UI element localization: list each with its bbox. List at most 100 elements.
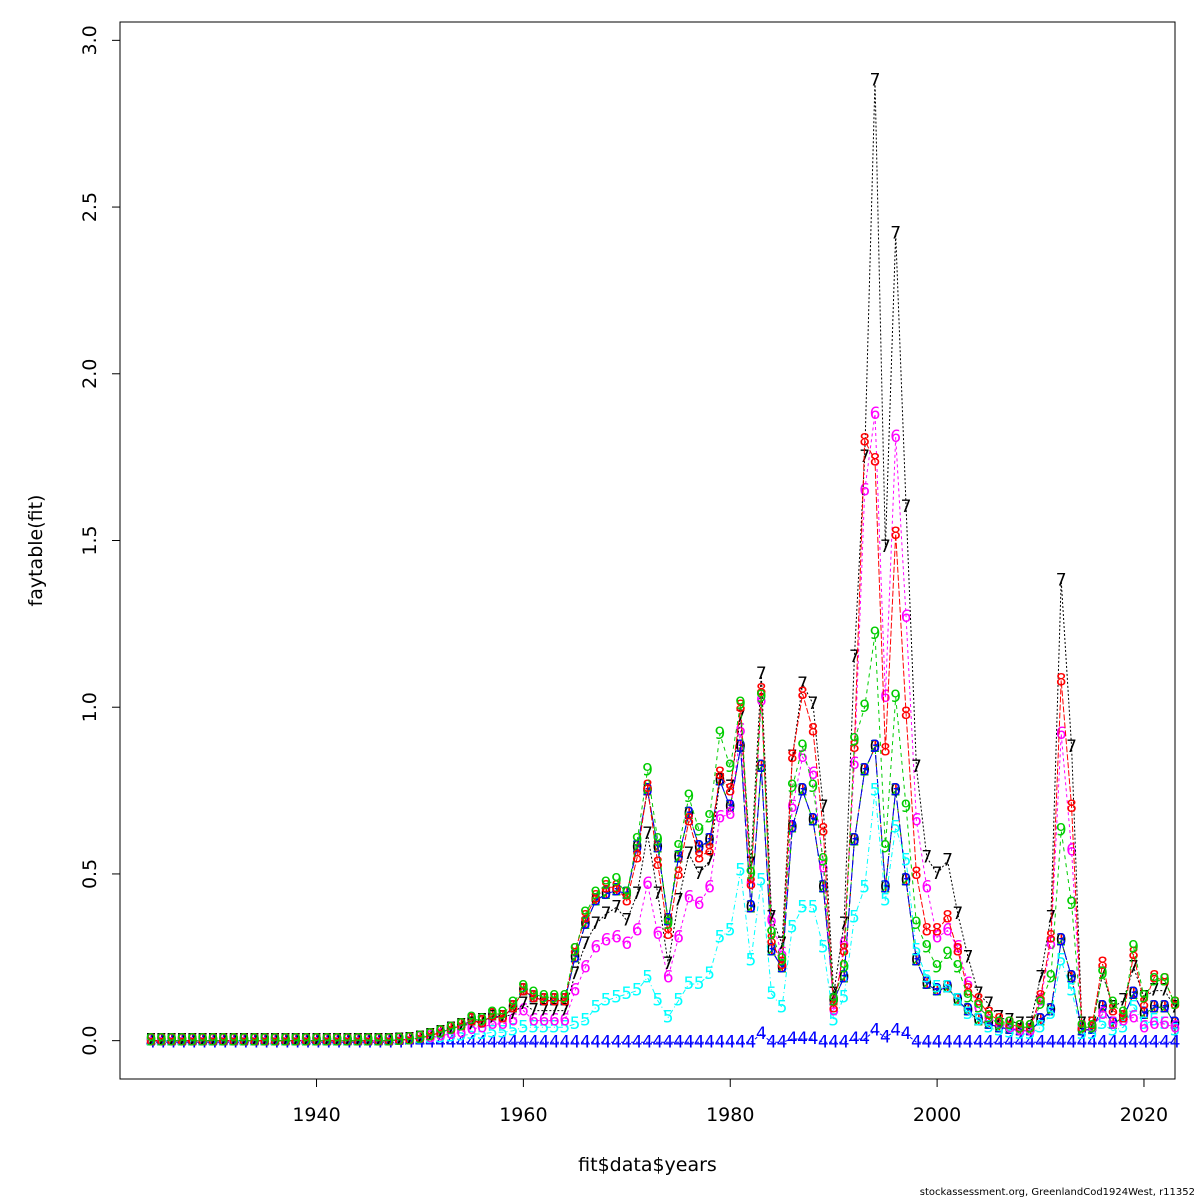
series-7-point: 7 — [745, 854, 756, 874]
series-4-point: 4 — [911, 1032, 922, 1052]
series-7-point: 7 — [601, 904, 612, 924]
series-5-point: 5 — [1025, 1024, 1036, 1044]
series-9-point: 9 — [932, 957, 943, 977]
series-8-point: 8 — [528, 987, 539, 1007]
series-4-point: 4 — [839, 1032, 850, 1052]
series-3-point: 3 — [797, 781, 808, 801]
series-2-point: 2 — [611, 881, 622, 901]
series-1-point: 1 — [673, 847, 684, 867]
series-9-point: 9 — [549, 987, 560, 1007]
series-8-point: 8 — [994, 1011, 1005, 1031]
series-7-point: 7 — [797, 674, 808, 694]
series-8-point: 8 — [518, 981, 529, 1001]
series-7-point: 7 — [983, 994, 994, 1014]
series-9-point: 9 — [508, 994, 519, 1014]
series-9-point: 9 — [921, 937, 932, 957]
series-9-point: 9 — [456, 1016, 467, 1036]
series-8-point: 8 — [714, 764, 725, 784]
series-9-point: 9 — [642, 761, 653, 781]
series-3-point: 3 — [859, 761, 870, 781]
series-6-point: 6 — [435, 1026, 446, 1046]
series-4-point: 4 — [208, 1032, 219, 1052]
series-6-point: 6 — [518, 1001, 529, 1021]
series-6-point: 6 — [590, 937, 601, 957]
series-layer: 0 0 0 0 0 0 0 0 0 0 0 0 0 0 0 0 0 0 0 0 0 0 0 0 0 0 0 0 0 0 0 0 0 0 0 00 0 0 0… — [146, 70, 1181, 1052]
y-axis-title: faytable(fit) — [25, 495, 47, 607]
series-7-point: 7 — [466, 1014, 477, 1034]
series-5-point: 5 — [683, 974, 694, 994]
series-5-point: 5 — [549, 1017, 560, 1037]
series-8-point: 8 — [539, 991, 550, 1011]
series-5-point: 5 — [735, 861, 746, 881]
series-7-point: 7 — [1045, 907, 1056, 927]
series-5-point: 5 — [1035, 1017, 1046, 1037]
series-3-point: 3 — [1056, 931, 1067, 951]
series-5-point: 5 — [1118, 1017, 1129, 1037]
series-6-point: 6 — [652, 924, 663, 944]
series-7-point: 7 — [528, 1001, 539, 1021]
series-9-point: 9 — [404, 1029, 415, 1049]
series-5-point: 5 — [983, 1017, 994, 1037]
series-9-point: 9 — [187, 1031, 198, 1051]
series-9-point: 9 — [942, 944, 953, 964]
y-tick-label: 2.5 — [79, 192, 101, 222]
series-4-point: 4 — [1056, 1032, 1067, 1052]
series-3-point: 3 — [1170, 1014, 1181, 1034]
series-5-point: 5 — [466, 1024, 477, 1044]
series-6-point: 6 — [704, 877, 715, 897]
series-8-point: 8 — [787, 747, 798, 767]
series-6-point: 6 — [508, 1011, 519, 1031]
series-8-point: 8 — [704, 841, 715, 861]
series-9-point: 9 — [1014, 1017, 1025, 1037]
series-3-point: 3 — [921, 974, 932, 994]
series-1-point: 1 — [787, 817, 798, 837]
series-4-point: 4 — [177, 1032, 188, 1052]
series-9-point: 9 — [373, 1031, 384, 1051]
series-3-point: 3 — [756, 757, 767, 777]
series-4-point: 4 — [1066, 1032, 1077, 1052]
series-4-point: 4 — [301, 1032, 312, 1052]
series-9-point: 9 — [166, 1031, 177, 1051]
series-9-point: 9 — [1025, 1017, 1036, 1037]
series-4-point: 4 — [539, 1032, 550, 1052]
series-9-point: 9 — [570, 941, 581, 961]
series-5-point: 5 — [932, 977, 943, 997]
series-6-point: 6 — [880, 687, 891, 707]
series-7-point: 7 — [973, 984, 984, 1004]
series-3-point: 3 — [1107, 1014, 1118, 1034]
series-6-point: 6 — [601, 931, 612, 951]
series-7-point: 7 — [880, 537, 891, 557]
series-8-point: 8 — [683, 811, 694, 831]
series-9-point: 9 — [208, 1031, 219, 1051]
series-6-point: 6 — [559, 1011, 570, 1031]
series-3-point: 3 — [652, 837, 663, 857]
series-5-point: 5 — [1097, 1014, 1108, 1034]
series-5-point: 5 — [890, 817, 901, 837]
series-6-point: 6 — [497, 1014, 508, 1034]
series-9-point: 9 — [1128, 937, 1139, 957]
series-4-point: 4 — [1035, 1032, 1046, 1052]
series-8-point: 8 — [239, 1031, 250, 1051]
series-8-point: 8 — [559, 991, 570, 1011]
series-4-point: 4 — [983, 1032, 994, 1052]
series-8-point: 8 — [652, 854, 663, 874]
series-6-point: 6 — [1025, 1021, 1036, 1041]
series-3-point: 3 — [1097, 997, 1108, 1017]
series-8-point: 8 — [621, 891, 632, 911]
series-8-point: 8 — [694, 847, 705, 867]
series-9-point: 9 — [1139, 987, 1150, 1007]
series-2-point: 2 — [590, 891, 601, 911]
series-8-point: 8 — [1149, 967, 1160, 987]
series-9-point: 9 — [1056, 821, 1067, 841]
series-7-point: 7 — [632, 884, 643, 904]
series-5-point: 5 — [601, 991, 612, 1011]
series-8-point: 8 — [818, 821, 829, 841]
series-5-point: 5 — [766, 984, 777, 1004]
series-7-point: 7 — [352, 1031, 363, 1051]
series-4-point: 4 — [290, 1032, 301, 1052]
series-2-point: 2 — [952, 991, 963, 1011]
series-1-point: 1 — [477, 1012, 488, 1032]
series-9-point: 9 — [1087, 1017, 1098, 1037]
series-8-point: 8 — [632, 847, 643, 867]
series-9-point: 9 — [539, 987, 550, 1007]
